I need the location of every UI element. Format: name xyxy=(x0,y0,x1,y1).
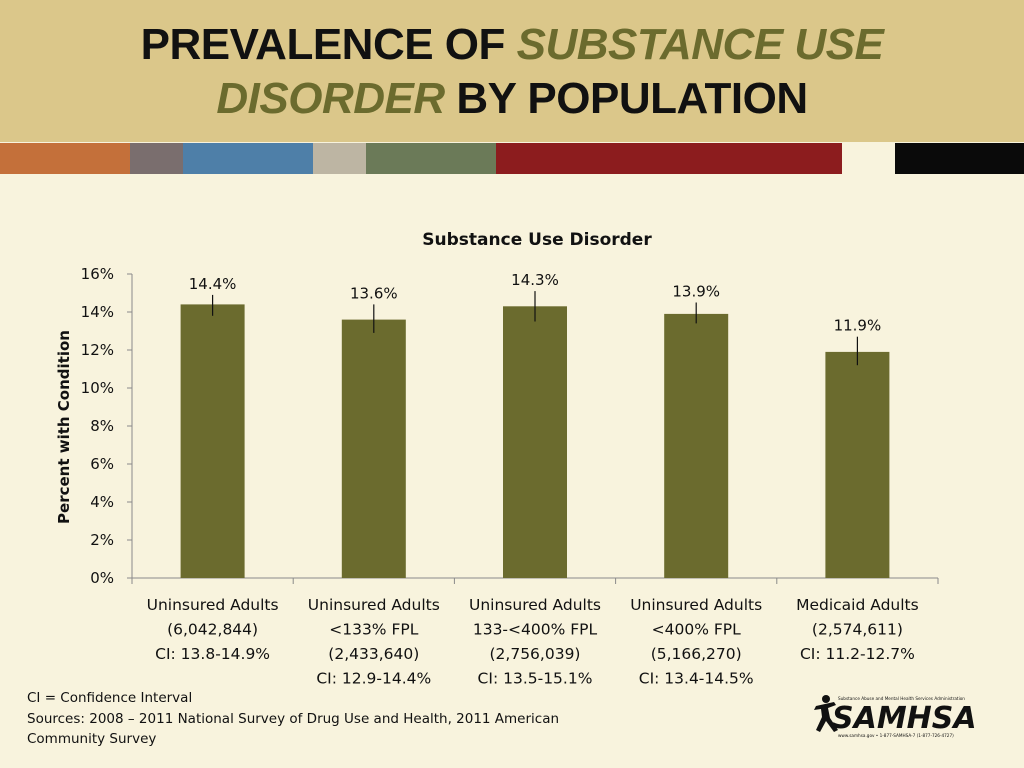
samhsa-logo-mark: SAMHSA Substance Abuse and Mental Health… xyxy=(814,695,977,738)
stripe-segment xyxy=(130,143,183,174)
stripe-segment xyxy=(0,143,130,174)
x-category-label: Uninsured Adults xyxy=(147,596,279,614)
x-category-label: CI: 13.5-15.1% xyxy=(478,670,593,688)
stripe-segment xyxy=(895,143,1024,174)
bar-chart-svg: Substance Use Disorder Percent with Cond… xyxy=(55,230,939,688)
stripe-segment xyxy=(313,143,366,174)
y-tick-label: 0% xyxy=(90,569,114,587)
data-label: 14.3% xyxy=(511,271,559,289)
title-part-2: SUBSTANCE USE xyxy=(516,20,884,69)
x-category-label: Uninsured Adults xyxy=(630,596,762,614)
stripe-segment xyxy=(366,143,496,174)
bar xyxy=(341,319,406,578)
x-category-label: Medicaid Adults xyxy=(796,596,919,614)
logo-tagline: Substance Abuse and Mental Health Servic… xyxy=(838,696,965,701)
x-category-label: CI: 11.2-12.7% xyxy=(800,645,915,663)
x-category-label: (6,042,844) xyxy=(167,621,258,639)
bar xyxy=(503,306,567,578)
stripe-segment xyxy=(183,143,313,174)
chart-title: Substance Use Disorder xyxy=(422,230,652,250)
header-band: PREVALENCE OF SUBSTANCE USE DISORDER BY … xyxy=(0,0,1024,142)
x-category-label: 133-<400% FPL xyxy=(473,621,598,639)
y-tick-label: 16% xyxy=(81,265,114,283)
data-label: 14.4% xyxy=(189,275,237,293)
plot-area: 0% 2% 4% 6% 8% 10% 12% 14% 16% 14.4% Uninsured Adu… xyxy=(81,265,939,688)
x-category-label: CI: 13.4-14.5% xyxy=(639,670,754,688)
x-category-label: (2,756,039) xyxy=(490,645,581,663)
page-title: PREVALENCE OF SUBSTANCE USE DISORDER BY … xyxy=(0,18,1024,126)
stripe-segment xyxy=(496,143,842,174)
footer-sources: Sources: 2008 – 2011 National Survey of … xyxy=(27,710,560,727)
x-category-label: CI: 13.8-14.9% xyxy=(155,645,270,663)
x-category-label: (5,166,270) xyxy=(651,645,742,663)
stripe-segment xyxy=(842,143,895,174)
y-tick-label: 14% xyxy=(81,303,114,321)
x-category-label: (2,433,640) xyxy=(328,645,419,663)
footer-ci-note: CI = Confidence Interval xyxy=(27,690,193,706)
y-tick-label: 4% xyxy=(90,493,114,511)
data-label: 13.6% xyxy=(350,284,398,302)
data-label: 11.9% xyxy=(834,317,882,335)
x-category-label: Uninsured Adults xyxy=(469,596,601,614)
bar xyxy=(180,304,245,578)
y-tick-label: 2% xyxy=(90,531,114,549)
bar xyxy=(825,351,890,578)
y-axis-label: Percent with Condition xyxy=(55,330,73,524)
samhsa-logo: SAMHSA Substance Abuse and Mental Health… xyxy=(808,690,978,742)
y-tick-label: 6% xyxy=(90,455,114,473)
title-part-1: PREVALENCE OF xyxy=(140,20,517,69)
x-category-label: Uninsured Adults xyxy=(308,596,440,614)
x-category-label: <400% FPL xyxy=(652,621,741,639)
data-label: 13.9% xyxy=(672,283,720,301)
title-part-4: BY POPULATION xyxy=(444,74,808,123)
chart: Substance Use Disorder Percent with Cond… xyxy=(0,190,1024,690)
y-tick-label: 10% xyxy=(81,379,114,397)
title-part-3: DISORDER xyxy=(216,74,445,123)
y-tick-label: 12% xyxy=(81,341,114,359)
x-category-label: (2,574,611) xyxy=(812,621,903,639)
footer-sources-cont: Community Survey xyxy=(27,731,157,747)
x-category-label: <133% FPL xyxy=(329,621,418,639)
y-tick-label: 8% xyxy=(90,417,114,435)
bar xyxy=(664,313,729,578)
x-category-label: CI: 12.9-14.4% xyxy=(316,670,431,688)
logo-contact: www.samhsa.gov • 1-877-SAMHSA-7 (1-877-7… xyxy=(838,733,954,738)
logo-wordmark: SAMHSA xyxy=(832,701,977,736)
figure-icon xyxy=(814,695,838,732)
footer-notes: CI = Confidence Interval Sources: 2008 –… xyxy=(27,688,559,750)
